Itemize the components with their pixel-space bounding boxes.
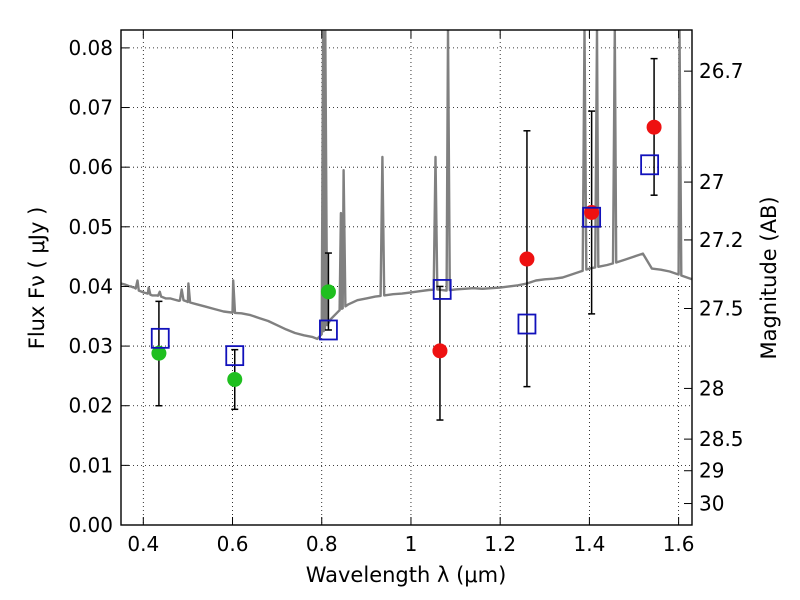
red-data-point xyxy=(519,251,535,267)
right-axis-label: Magnitude (AB) xyxy=(757,196,781,359)
x-tick-label: 1 xyxy=(405,532,418,556)
x-tick-label: 0.6 xyxy=(217,532,249,556)
data-points xyxy=(150,57,662,421)
y-tick-label: 0.04 xyxy=(68,274,113,298)
y-tick-label: 0.05 xyxy=(68,215,113,239)
right-tick-label: 27.2 xyxy=(699,228,744,252)
x-tick-label: 0.8 xyxy=(306,532,338,556)
right-tick-label: 27 xyxy=(699,170,724,194)
model-square xyxy=(517,313,537,335)
y-tick-label: 0.06 xyxy=(68,155,113,179)
model-square xyxy=(225,345,245,367)
model-square xyxy=(319,319,338,341)
plot-background xyxy=(121,30,692,525)
x-axis-label: Wavelength λ (μm) xyxy=(306,563,507,587)
right-tick-label: 26.7 xyxy=(699,59,744,83)
right-tick-label: 28.5 xyxy=(699,427,744,451)
spectrum-line xyxy=(121,30,692,341)
model-spectrum xyxy=(121,30,692,341)
x-tick-label: 1.4 xyxy=(573,532,605,556)
red-data-point xyxy=(584,204,600,220)
x-tick-label: 0.4 xyxy=(127,532,159,556)
model-square xyxy=(432,279,452,300)
y-tick-label: 0.08 xyxy=(68,36,113,60)
green-data-point xyxy=(151,345,167,361)
x-tick-label: 1.2 xyxy=(484,532,516,556)
y-tick-label: 0.03 xyxy=(68,334,113,358)
y-tick-label: 0.02 xyxy=(68,394,113,418)
right-tick-label: 27.5 xyxy=(699,297,744,321)
right-tick-label: 30 xyxy=(699,492,724,516)
x-tick-label: 1.6 xyxy=(663,532,695,556)
model-square xyxy=(150,327,170,349)
grid xyxy=(121,30,692,526)
model-square xyxy=(640,154,660,176)
red-data-point xyxy=(646,119,662,135)
model-square xyxy=(582,206,602,228)
y-tick-label: 0.00 xyxy=(68,513,113,537)
right-tick-label: 29 xyxy=(699,459,724,483)
y-tick-label: 0.01 xyxy=(68,453,113,477)
red-data-point xyxy=(432,343,448,359)
y-axis-label: Flux Fν ( μJy ) xyxy=(25,207,49,350)
green-data-point xyxy=(320,284,336,300)
green-data-point xyxy=(227,371,243,387)
ticks: 0.4 0.6 0.8 1 1.2 1.4 1.6 0.00 0.01 0.02 0.03 0.04 0… xyxy=(68,30,744,556)
plot-frame xyxy=(120,29,693,526)
y-tick-label: 0.07 xyxy=(68,96,113,120)
right-tick-label: 28 xyxy=(699,376,724,400)
